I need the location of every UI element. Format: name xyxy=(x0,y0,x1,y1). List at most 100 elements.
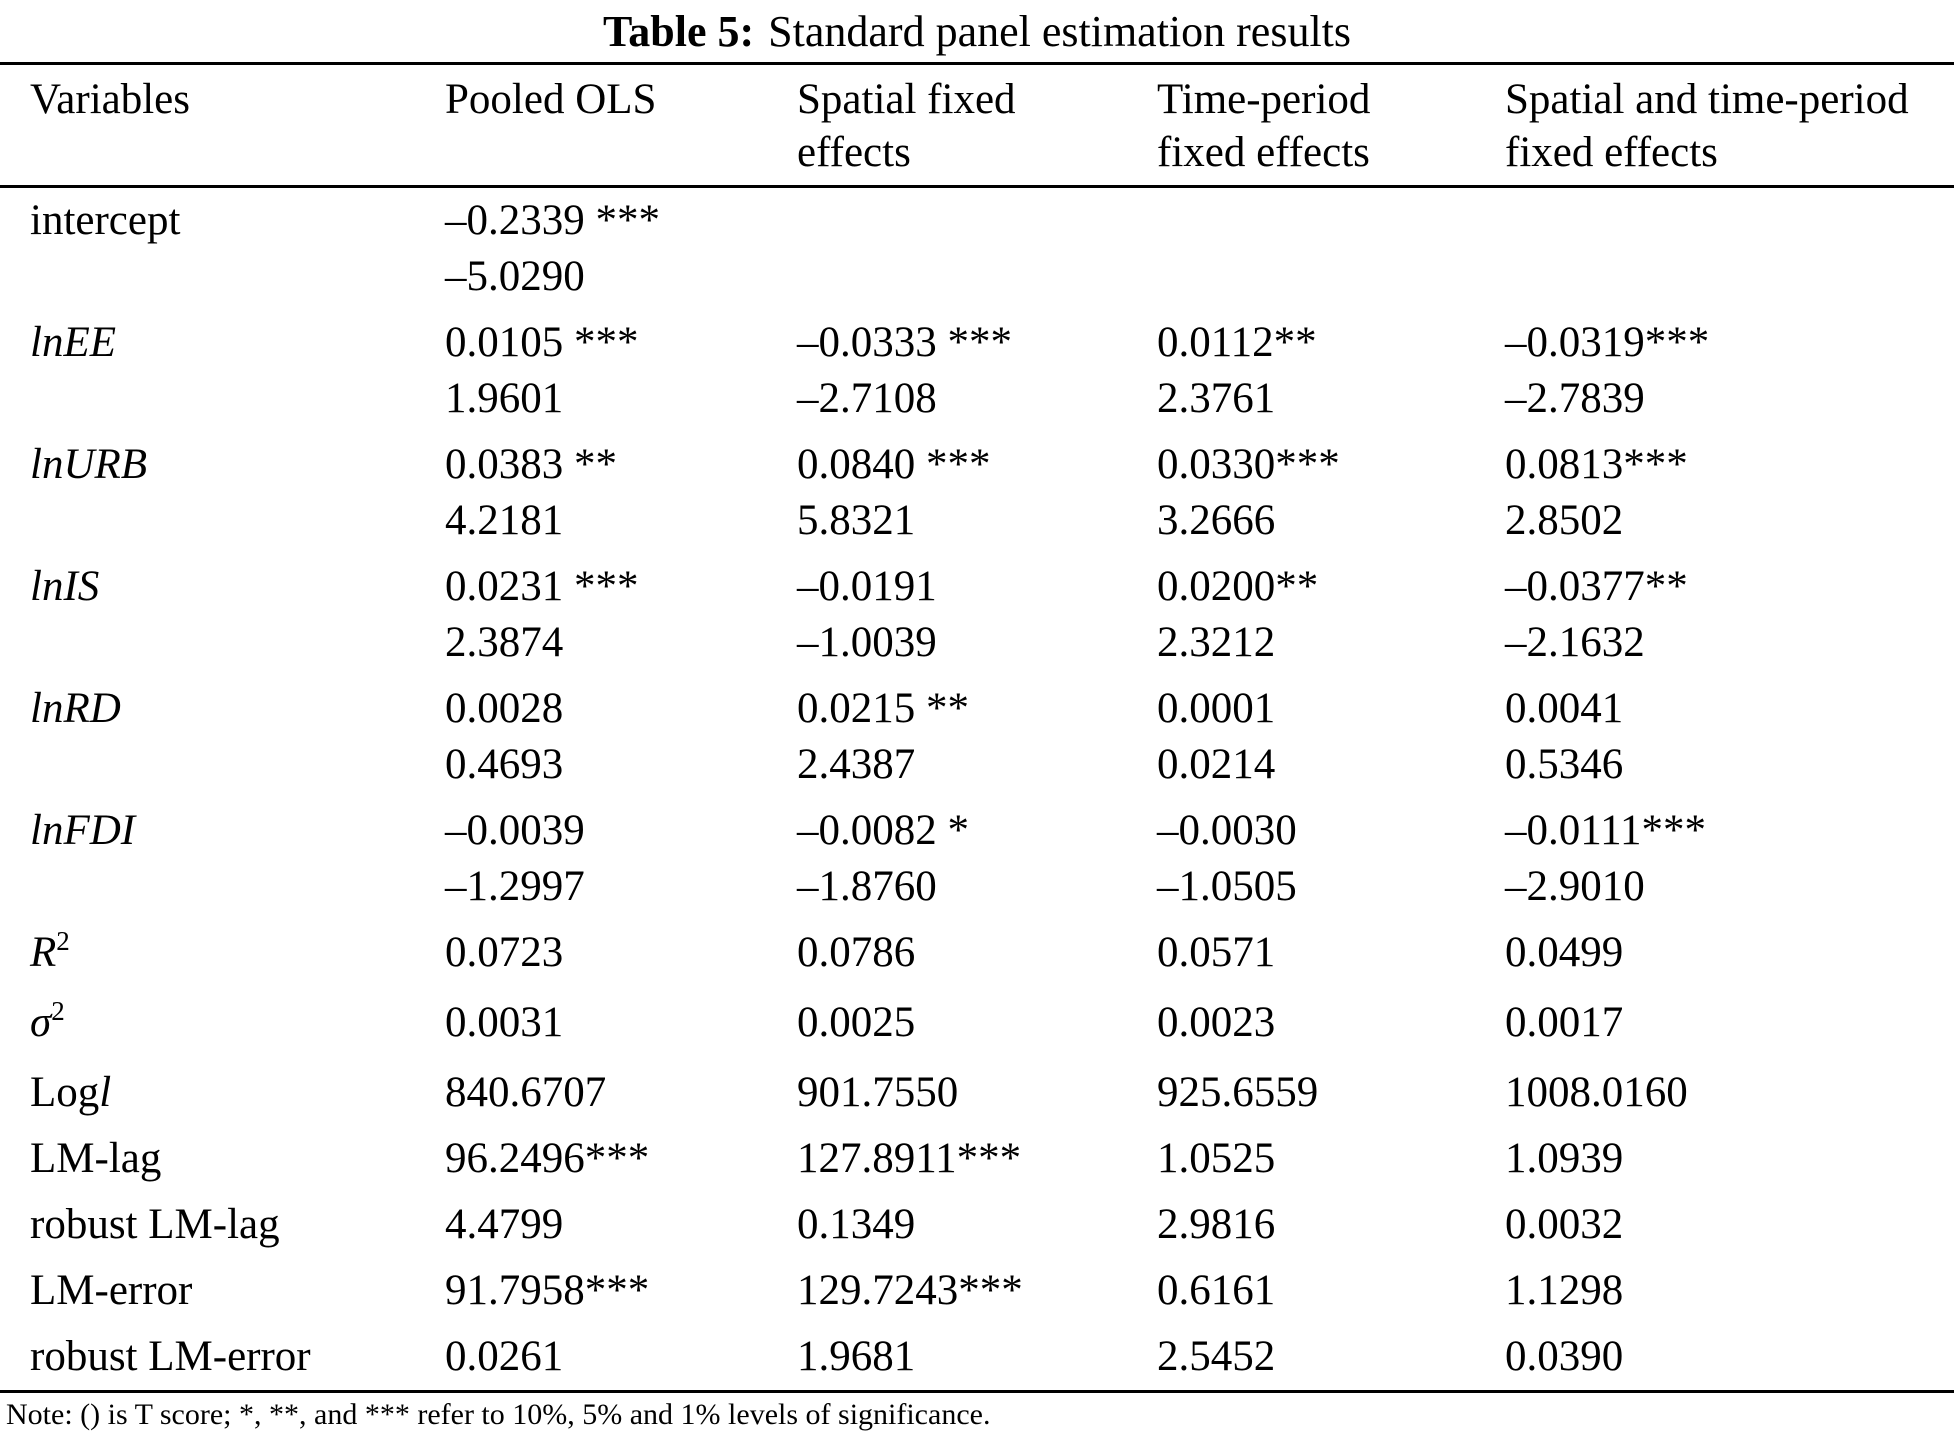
header-line: Time-period xyxy=(1157,76,1371,123)
value-cell: 0.0723 xyxy=(445,920,797,990)
table-row: lnIS 0.0231 *** 2.3874 –0.0191 –1.0039 0.0200… xyxy=(0,554,1954,676)
value-cell: 840.6707 xyxy=(445,1060,797,1126)
variable-cell: LM-lag xyxy=(0,1126,445,1192)
t-score-value: –5.0290 xyxy=(445,253,585,300)
value-cell: 925.6559 xyxy=(1157,1060,1505,1126)
coefficient-value: 840.6707 xyxy=(445,1069,607,1116)
table-row: robust LM-lag 4.4799 0.1349 2.9816 0.0032 xyxy=(0,1192,1954,1258)
coefficient-value: 96.2496*** xyxy=(445,1135,650,1182)
variable-label: lnFDI xyxy=(30,807,136,854)
coefficient-value: 0.0840 *** xyxy=(797,441,991,488)
value-cell: 127.8911*** xyxy=(797,1126,1157,1192)
coefficient-value: 1008.0160 xyxy=(1505,1069,1688,1116)
coefficient-value: –0.0082 * xyxy=(797,807,969,854)
coefficient-value: 0.0499 xyxy=(1505,929,1624,976)
variable-label: robust LM-lag xyxy=(30,1201,280,1248)
t-score-value: 2.3212 xyxy=(1157,619,1276,666)
coefficient-value: 0.0112** xyxy=(1157,319,1317,366)
value-cell: –0.0082 * –1.8760 xyxy=(797,798,1157,920)
coefficient-value: 0.0023 xyxy=(1157,999,1276,1046)
t-score-value: 0.4693 xyxy=(445,741,564,788)
t-score-value: 1.9601 xyxy=(445,375,564,422)
variable-label: R xyxy=(30,929,57,976)
value-cell: –0.0030 –1.0505 xyxy=(1157,798,1505,920)
coefficient-value: 0.0231 *** xyxy=(445,563,639,610)
t-score-value: 0.5346 xyxy=(1505,741,1624,788)
coefficient-value: 0.0786 xyxy=(797,929,916,976)
variable-cell: R2 xyxy=(0,920,445,990)
variable-label: lnURB xyxy=(30,441,148,488)
header-line: fixed effects xyxy=(1157,129,1370,176)
coefficient-value: 2.9816 xyxy=(1157,1201,1276,1248)
coefficient-value: 0.0330*** xyxy=(1157,441,1340,488)
header-row: Variables Pooled OLS Spatial fixed effec… xyxy=(0,64,1954,187)
t-score-value: –1.0505 xyxy=(1157,863,1297,910)
value-cell: 1.0939 xyxy=(1505,1126,1954,1192)
variable-label: lnRD xyxy=(30,685,121,732)
coefficient-value: 0.0032 xyxy=(1505,1201,1624,1248)
coefficient-value: –0.0377** xyxy=(1505,563,1688,610)
value-cell: –0.0377** –2.1632 xyxy=(1505,554,1954,676)
t-score-value: 3.2666 xyxy=(1157,497,1276,544)
value-cell: –0.0111*** –2.9010 xyxy=(1505,798,1954,920)
results-table: Variables Pooled OLS Spatial fixed effec… xyxy=(0,62,1954,1393)
value-cell: 0.0032 xyxy=(1505,1192,1954,1258)
coefficient-value: –0.2339 *** xyxy=(445,197,660,244)
value-cell: 1008.0160 xyxy=(1505,1060,1954,1126)
coefficient-value: 0.0723 xyxy=(445,929,564,976)
variable-label: lnEE xyxy=(30,319,116,366)
column-header-variables: Variables xyxy=(0,64,445,187)
coefficient-value: 1.0939 xyxy=(1505,1135,1624,1182)
value-cell: 0.0786 xyxy=(797,920,1157,990)
table-number: Table 5: xyxy=(602,7,755,56)
value-cell: 0.0001 0.0214 xyxy=(1157,676,1505,798)
t-score-value: 2.4387 xyxy=(797,741,916,788)
coefficient-value: 91.7958*** xyxy=(445,1267,650,1314)
value-cell: 0.0261 xyxy=(445,1324,797,1392)
value-cell xyxy=(1505,187,1954,311)
header-line: Pooled OLS xyxy=(445,76,657,123)
coefficient-value: 0.0105 *** xyxy=(445,319,639,366)
variable-cell: lnEE xyxy=(0,310,445,432)
variable-cell: lnRD xyxy=(0,676,445,798)
t-score-value: –1.8760 xyxy=(797,863,937,910)
value-cell: 0.0231 *** 2.3874 xyxy=(445,554,797,676)
value-cell: 2.5452 xyxy=(1157,1324,1505,1392)
variable-label: l xyxy=(99,1069,112,1116)
value-cell: 129.7243*** xyxy=(797,1258,1157,1324)
variable-label: σ xyxy=(30,999,52,1046)
table-caption: Standard panel estimation results xyxy=(768,7,1352,56)
coefficient-value: 4.4799 xyxy=(445,1201,564,1248)
value-cell: 0.0023 xyxy=(1157,990,1505,1060)
t-score-value: 5.8321 xyxy=(797,497,916,544)
variable-label: intercept xyxy=(30,197,181,244)
value-cell: 0.0840 *** 5.8321 xyxy=(797,432,1157,554)
value-cell: 91.7958*** xyxy=(445,1258,797,1324)
table-title: Table 5: Standard panel estimation result… xyxy=(0,0,1954,62)
coefficient-value: 0.0017 xyxy=(1505,999,1624,1046)
coefficient-value: 0.0028 xyxy=(445,685,564,732)
table-row: robust LM-error 0.0261 1.9681 2.5452 0.0390 xyxy=(0,1324,1954,1392)
variable-cell: robust LM-error xyxy=(0,1324,445,1392)
value-cell: 0.0105 *** 1.9601 xyxy=(445,310,797,432)
coefficient-value: –0.0039 xyxy=(445,807,585,854)
table-row: lnURB 0.0383 ** 4.2181 0.0840 *** 5.8321 0.03… xyxy=(0,432,1954,554)
t-score-value: –2.1632 xyxy=(1505,619,1645,666)
coefficient-value: 901.7550 xyxy=(797,1069,959,1116)
t-score-value: 2.3761 xyxy=(1157,375,1276,422)
coefficient-value: 0.6161 xyxy=(1157,1267,1276,1314)
table-body: intercept –0.2339 *** –5.0290 lnEE 0.0105 **… xyxy=(0,187,1954,1392)
value-cell: 0.0383 ** 4.2181 xyxy=(445,432,797,554)
variable-cell: σ2 xyxy=(0,990,445,1060)
coefficient-value: 0.1349 xyxy=(797,1201,916,1248)
coefficient-value: 127.8911*** xyxy=(797,1135,1022,1182)
coefficient-value: 2.5452 xyxy=(1157,1333,1276,1380)
coefficient-value: –0.0319*** xyxy=(1505,319,1710,366)
value-cell: 1.1298 xyxy=(1505,1258,1954,1324)
t-score-value: –2.7839 xyxy=(1505,375,1645,422)
value-cell: 1.9681 xyxy=(797,1324,1157,1392)
coefficient-value: 0.0200** xyxy=(1157,563,1319,610)
table-row: LM-error 91.7958*** 129.7243*** 0.6161 1.129… xyxy=(0,1258,1954,1324)
coefficient-value: 0.0813*** xyxy=(1505,441,1688,488)
